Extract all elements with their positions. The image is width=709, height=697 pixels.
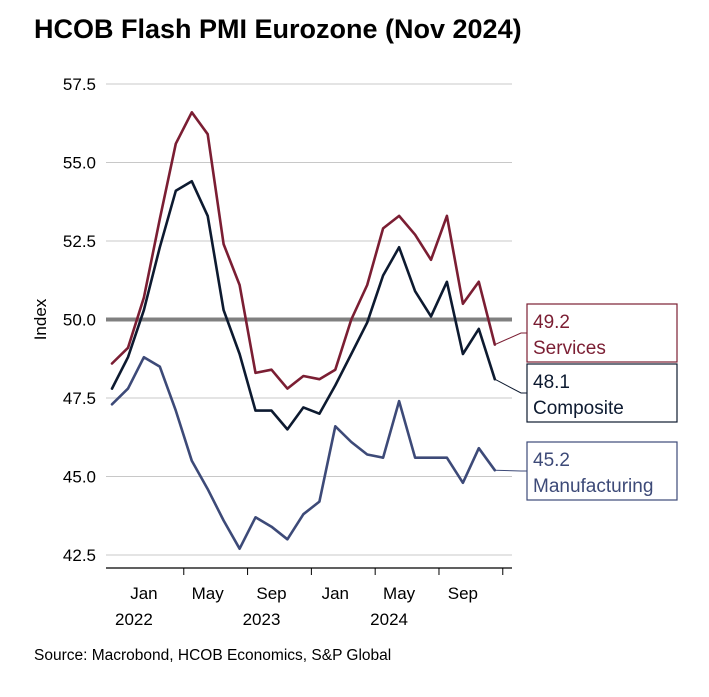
y-tick-label: 57.5 xyxy=(63,75,96,94)
label-value: 45.2 xyxy=(533,450,570,471)
series-line-composite xyxy=(110,180,497,431)
x-year-label: 2022 xyxy=(115,610,153,629)
x-tick-label: Jan xyxy=(322,584,349,603)
x-tick-label: May xyxy=(192,584,225,603)
y-tick-label: 50.0 xyxy=(63,311,96,330)
label-box xyxy=(526,441,678,501)
x-tick-label: May xyxy=(383,584,416,603)
x-tick-label: Sep xyxy=(448,584,478,603)
x-year-label: 2023 xyxy=(243,610,281,629)
label-box xyxy=(526,303,678,363)
y-tick-label: 45.0 xyxy=(63,468,96,487)
chart-title: HCOB Flash PMI Eurozone (Nov 2024) xyxy=(34,14,522,44)
label-connector xyxy=(494,469,527,472)
y-axis-label: Index xyxy=(31,298,50,340)
series-line-manufacturing xyxy=(110,355,497,551)
y-tick-label: 55.0 xyxy=(63,154,96,173)
label-box xyxy=(526,363,678,423)
series-label-composite: 48.1 Composite xyxy=(494,363,678,423)
series-layer xyxy=(110,111,497,551)
x-tick-label: Jan xyxy=(130,584,157,603)
y-tick-label: 47.5 xyxy=(63,389,96,408)
y-tick-label: 52.5 xyxy=(63,232,96,251)
label-name: Manufacturing xyxy=(533,476,653,497)
label-name: Services xyxy=(533,338,606,359)
x-tick-label: Sep xyxy=(256,584,286,603)
x-year-label: 2024 xyxy=(370,610,408,629)
source-note: Source: Macrobond, HCOB Economics, S&P G… xyxy=(34,647,392,664)
series-label-services: 49.2 Services xyxy=(494,303,678,363)
label-name: Composite xyxy=(533,398,624,419)
series-label-layer: 49.2 Services 48.1 Composite 45.2 Manufacturi… xyxy=(494,303,678,501)
label-value: 48.1 xyxy=(533,372,570,393)
y-tick-label: 42.5 xyxy=(63,546,96,565)
series-label-manufacturing: 45.2 Manufacturing xyxy=(494,441,678,501)
label-value: 49.2 xyxy=(533,312,570,333)
label-connector xyxy=(494,378,527,394)
series-line-services xyxy=(110,111,497,390)
axis-layer: 57.5 55.0 52.5 50.0 47.5 45.0 42.5 Index Jan May S… xyxy=(31,75,512,629)
label-connector xyxy=(494,332,527,346)
